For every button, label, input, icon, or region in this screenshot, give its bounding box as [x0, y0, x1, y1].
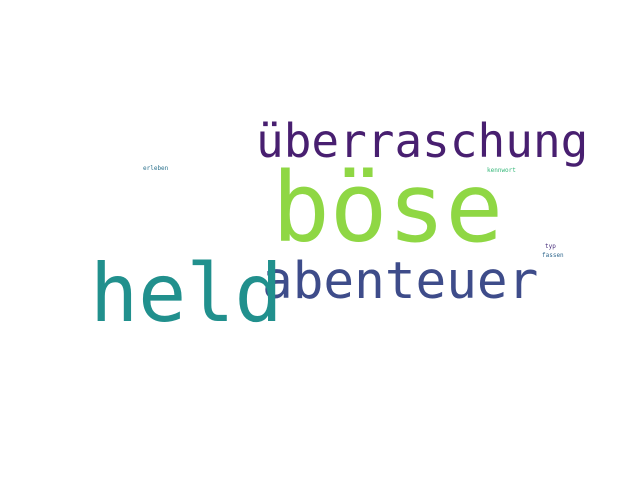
word-typ: typ [545, 243, 556, 250]
word-fassen: fassen [542, 252, 564, 259]
word-boese: böse [272, 152, 504, 264]
word-ueberraschung: überraschung [256, 114, 589, 168]
word-abenteuer: abenteuer [262, 252, 539, 311]
word-held: held [90, 247, 283, 340]
word-kennwort: kennwort [487, 167, 516, 174]
word-erleben: erleben [143, 165, 169, 172]
